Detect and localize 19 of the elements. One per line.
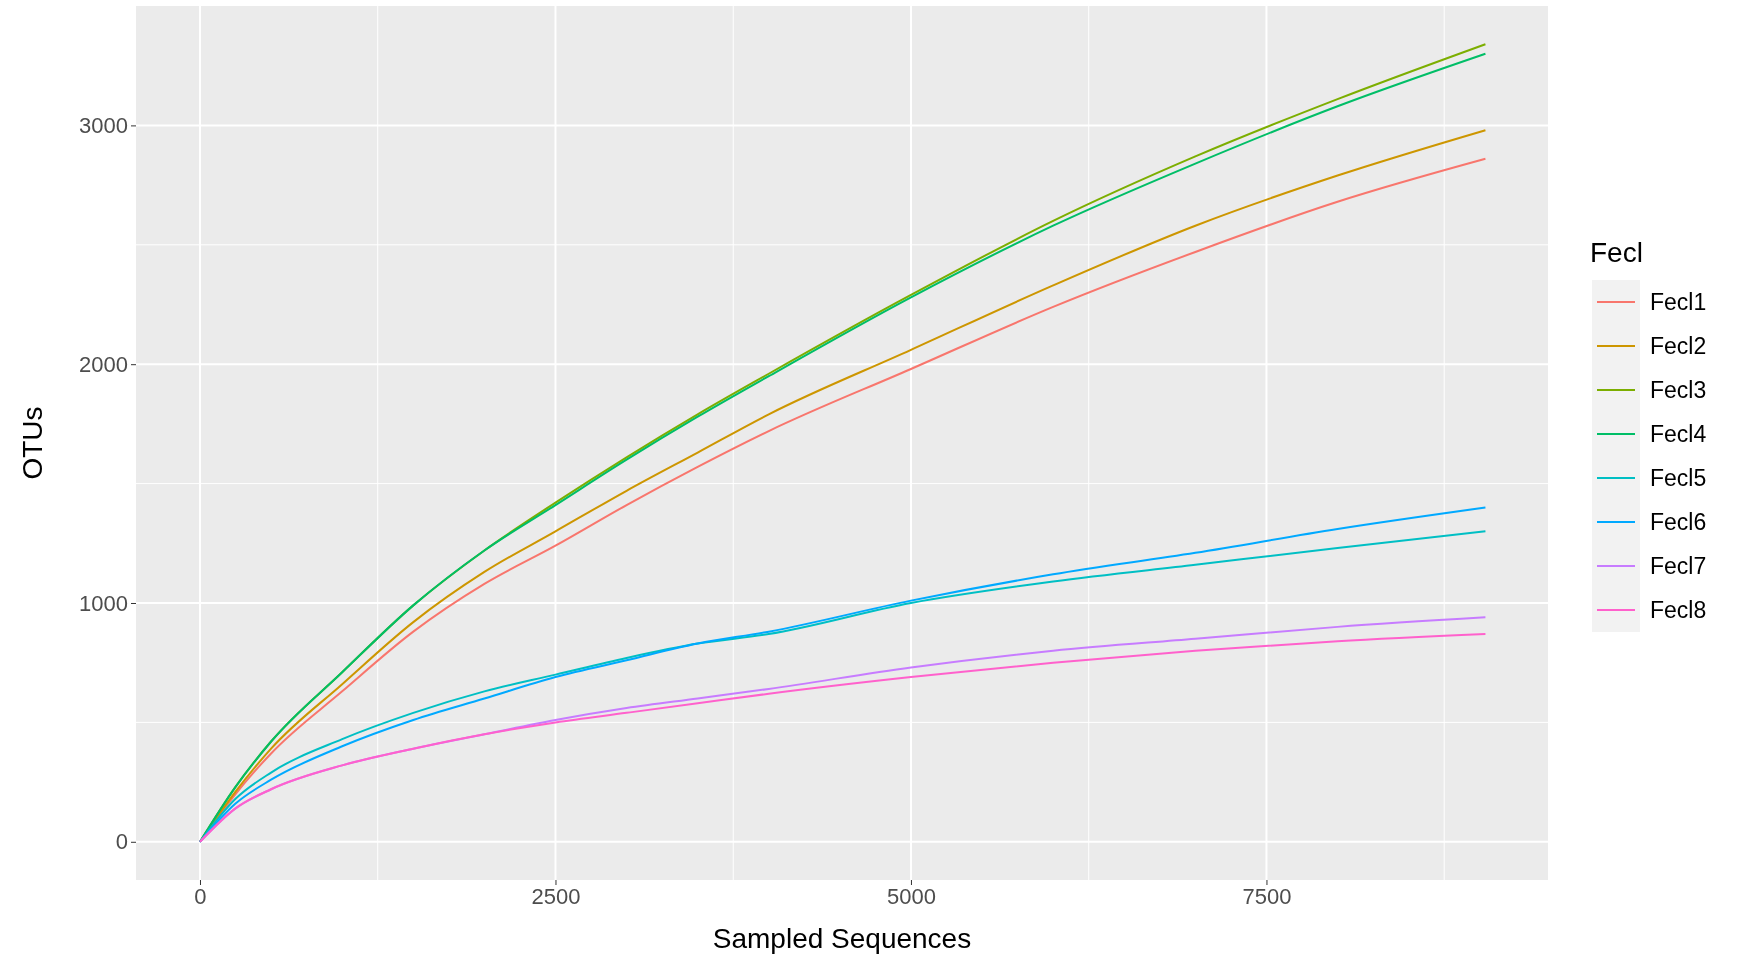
legend-label: Fecl4	[1650, 421, 1707, 447]
legend-label: Fecl5	[1650, 465, 1707, 491]
y-tick-label: 1000	[79, 590, 128, 616]
x-tick-label: 0	[194, 883, 207, 909]
x-tick-label: 5000	[886, 883, 936, 909]
legend-label: Fecl3	[1650, 377, 1707, 403]
legend-title: Fecl	[1590, 237, 1643, 268]
x-tick-label: 7500	[1242, 883, 1292, 909]
legend-label: Fecl1	[1650, 289, 1707, 315]
y-tick-label: 2000	[79, 351, 128, 377]
y-axis-title: OTUs	[17, 406, 48, 480]
legend-label: Fecl8	[1650, 597, 1707, 623]
legend-label: Fecl2	[1650, 333, 1707, 359]
x-tick-label: 2500	[531, 883, 581, 909]
x-axis-title: Sampled Sequences	[712, 923, 972, 954]
y-tick-label: 3000	[79, 112, 128, 138]
legend-label: Fecl7	[1650, 553, 1707, 579]
y-tick-label: 0	[115, 829, 128, 855]
legend-label: Fecl6	[1650, 509, 1707, 535]
